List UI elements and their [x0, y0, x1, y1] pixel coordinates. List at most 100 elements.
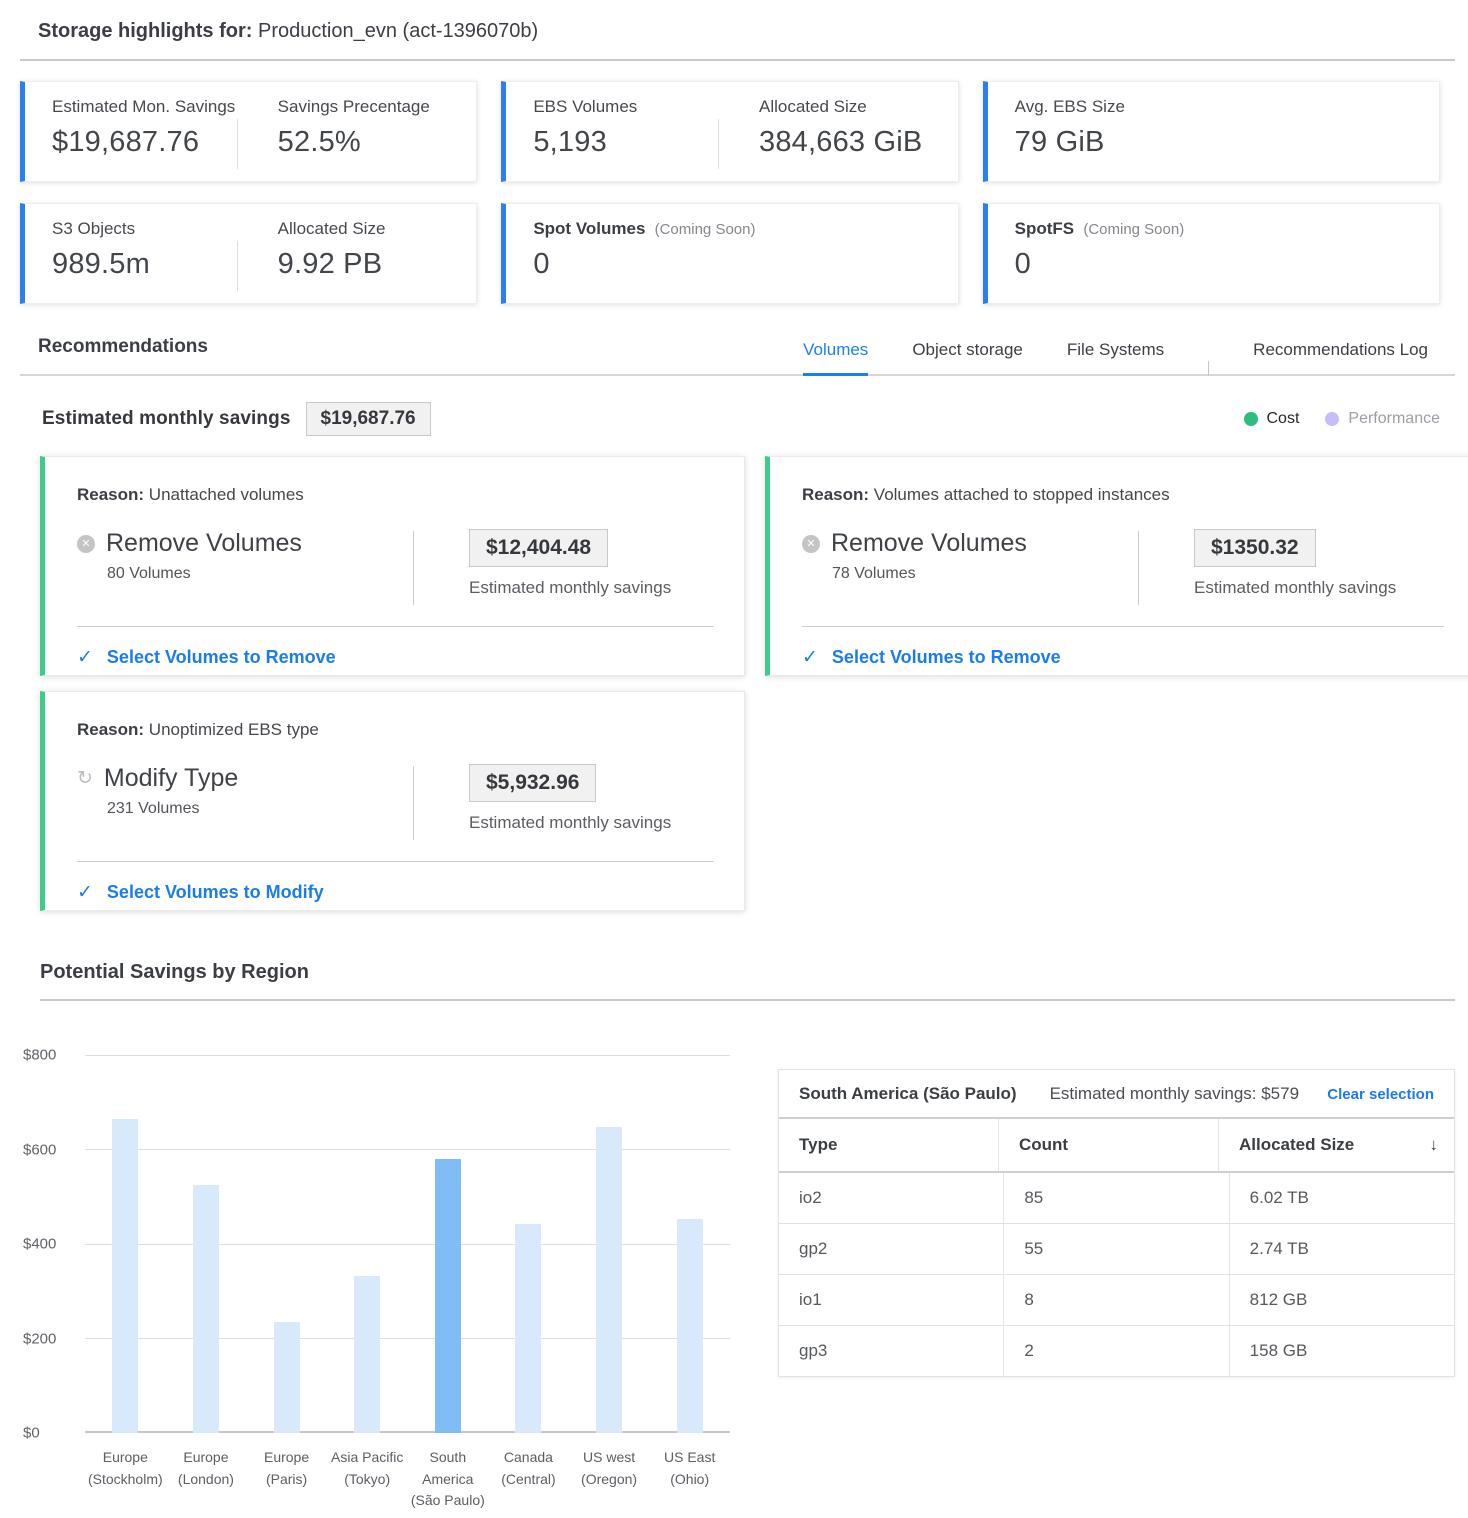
stat-value: 0	[1014, 248, 1031, 280]
stat-label-suffix: (Coming Soon)	[1079, 221, 1185, 238]
bar-south-america-s-o-paulo[interactable]	[434, 1159, 461, 1433]
page-title: Storage highlights for: Production_evn (…	[38, 20, 1455, 43]
column-header-type[interactable]: Type	[779, 1119, 998, 1171]
stat-allocated-size: Allocated Size 9.92 PB	[236, 219, 477, 303]
stat-label: Savings Precentage	[277, 97, 430, 116]
x-axis-label-line: South America	[422, 1449, 474, 1487]
bar-us-west-oregon[interactable]	[596, 1127, 623, 1433]
recommendation-card-unattached-volumes: Reason: Unattached volumes ✕ Remove Volume…	[40, 456, 745, 676]
action-volume-count: 78 Volumes	[832, 565, 916, 582]
region-detail-table: South America (São Paulo) Estimated mont…	[778, 1069, 1455, 1377]
table-row-gp2: gp2 55 2.74 TB	[779, 1224, 1454, 1275]
tab-recommendations-log[interactable]: Recommendations Log	[1253, 340, 1428, 359]
table-row-gp3: gp3 2 158 GB	[779, 1326, 1454, 1376]
clear-selection-link[interactable]: Clear selection	[1327, 1085, 1434, 1103]
recommendations-title: Recommendations	[38, 336, 208, 357]
x-axis-label-us-east-ohio: US East (Ohio)	[649, 1447, 730, 1512]
storage-highlights-cards: Estimated Mon. Savings $19,687.76 Savings …	[20, 81, 1440, 304]
header-divider	[20, 59, 1455, 61]
gridline-400	[85, 1243, 730, 1245]
legend-dot-cost	[1243, 412, 1258, 426]
column-header-allocated-size[interactable]: Allocated Size ↓	[1218, 1119, 1454, 1171]
legend-item-performance[interactable]: Performance	[1325, 410, 1440, 428]
x-axis-label-line: US west	[583, 1449, 636, 1465]
action-title: Remove Volumes	[106, 529, 302, 557]
gridline-200	[85, 1338, 730, 1339]
stat-allocated-size: Allocated Size 384,663 GiB	[718, 97, 958, 181]
summary-card-s3-objects: S3 Objects 989.5m Allocated Size 9.92 PB	[20, 203, 478, 304]
link-select-volumes-to-modify[interactable]: ✓ Select Volumes to Modify	[77, 862, 714, 904]
link-label: Select Volumes to Modify	[106, 882, 324, 902]
x-axis-label-line: (London)	[177, 1470, 234, 1487]
summary-card-spotfs: SpotFS (Coming Soon) 0	[982, 203, 1440, 304]
stat-estimated-mon-savings: Estimated Mon. Savings $19,687.76	[25, 97, 251, 181]
tab-object-storage[interactable]: Object storage	[912, 340, 1023, 359]
bar-chart-plot-area: $0 $200 $400 $600 $800	[23, 1047, 730, 1442]
stat-savings-precentage: Savings Precentage 52.5%	[236, 97, 477, 181]
bar-europe-london[interactable]	[192, 1185, 219, 1433]
bar-series	[85, 1055, 730, 1433]
action-summary: ✕ Remove Volumes 80 Volumes	[77, 529, 413, 605]
column-header-label: Type	[799, 1135, 838, 1154]
summary-card-avg-ebs-size: Avg. EBS Size 79 GiB	[982, 81, 1440, 182]
cell-allocated-size: 158 GB	[1228, 1326, 1454, 1376]
cell-type: gp2	[799, 1239, 828, 1258]
table-row-io2: io2 85 6.02 TB	[779, 1173, 1454, 1224]
reason-text: Volumes attached to stopped instances	[873, 485, 1170, 504]
action-row: ✕ Remove Volumes 80 Volumes $12,404.48 Estim…	[77, 529, 714, 605]
bar-slot	[166, 1185, 247, 1433]
bar-europe-stockholm[interactable]	[112, 1119, 139, 1433]
summary-card-ebs-volumes: EBS Volumes 5,193 Allocated Size 384,663 Gi…	[501, 81, 959, 182]
action-title-row: ↻ Modify Type	[77, 764, 413, 793]
stat-value: $19,687.76	[52, 126, 200, 158]
tab-volumes[interactable]: Volumes	[803, 340, 869, 376]
check-icon: ✓	[77, 882, 93, 903]
y-axis-tick-label: $0	[23, 1424, 40, 1442]
bar-canada-central[interactable]	[515, 1224, 542, 1433]
x-axis-label-line: (São Paulo)	[410, 1492, 485, 1509]
column-header-count[interactable]: Count	[998, 1119, 1218, 1171]
arrow-down-icon[interactable]: ↓	[1429, 1135, 1439, 1154]
table-body: io2 85 6.02 TB gp2 55 2.74 TB io1 8 812 GB gp3 2 15…	[779, 1173, 1454, 1376]
x-axis-label-europe-london: Europe (London)	[166, 1447, 247, 1512]
bar-europe-paris[interactable]	[273, 1322, 300, 1433]
savings-amount: $12,404.48	[469, 529, 609, 567]
link-select-volumes-to-remove[interactable]: ✓ Select Volumes to Remove	[802, 627, 1444, 669]
estimated-savings-row: Estimated monthly savings $19,687.76 Cos…	[42, 402, 1440, 436]
remove-circle-icon: ✕	[77, 534, 95, 553]
x-axis-label-line: (Paris)	[265, 1470, 308, 1487]
legend-dot-performance	[1325, 412, 1340, 426]
tab-file-systems[interactable]: File Systems	[1066, 340, 1165, 359]
bar-chart-x-axis: Europe (Stockholm) Europe (London) Europe (Pa…	[85, 1447, 730, 1512]
bar-asia-pacific-tokyo[interactable]	[354, 1276, 381, 1433]
reason-text: Unattached volumes	[148, 485, 304, 504]
action-title-row: ✕ Remove Volumes	[802, 529, 1138, 558]
page-title-bold: Storage highlights for:	[38, 20, 253, 42]
reason-line: Reason: Volumes attached to stopped inst…	[802, 485, 1444, 505]
region-section-divider	[40, 999, 1455, 1001]
card-divider	[77, 861, 714, 862]
x-axis-label-line: US East	[664, 1449, 716, 1465]
stat-label: Avg. EBS Size	[1014, 97, 1125, 116]
stat-value: 384,663 GiB	[759, 126, 923, 158]
page-header: Storage highlights for: Production_evn (…	[20, 20, 1455, 61]
gridline-800	[85, 1054, 730, 1056]
bar-us-east-ohio[interactable]	[676, 1219, 703, 1433]
stat-value: 9.92 PB	[277, 248, 383, 280]
link-select-volumes-to-remove[interactable]: ✓ Select Volumes to Remove	[77, 627, 714, 669]
action-savings: $12,404.48 Estimated monthly savings	[469, 529, 671, 605]
bar-slot	[85, 1119, 166, 1433]
stat-value: 989.5m	[52, 248, 150, 280]
gridline-600	[85, 1149, 730, 1150]
reason-line: Reason: Unattached volumes	[77, 485, 714, 505]
page-title-account: Production_evn (act-1396070b)	[258, 20, 539, 42]
stat-label: Spot Volumes (Coming Soon)	[533, 219, 756, 238]
action-summary: ✕ Remove Volumes 78 Volumes	[802, 529, 1138, 605]
action-volume-count: 80 Volumes	[107, 565, 191, 582]
region-savings-section: Potential Savings by Region $0 $200 $400 $6…	[0, 961, 1468, 1512]
stat-s3-objects: S3 Objects 989.5m	[25, 219, 251, 303]
action-title: Remove Volumes	[831, 529, 1027, 557]
cell-allocated-size: 812 GB	[1228, 1275, 1454, 1325]
summary-card-spot-volumes: Spot Volumes (Coming Soon) 0	[501, 203, 959, 304]
legend-item-cost[interactable]: Cost	[1243, 410, 1299, 428]
